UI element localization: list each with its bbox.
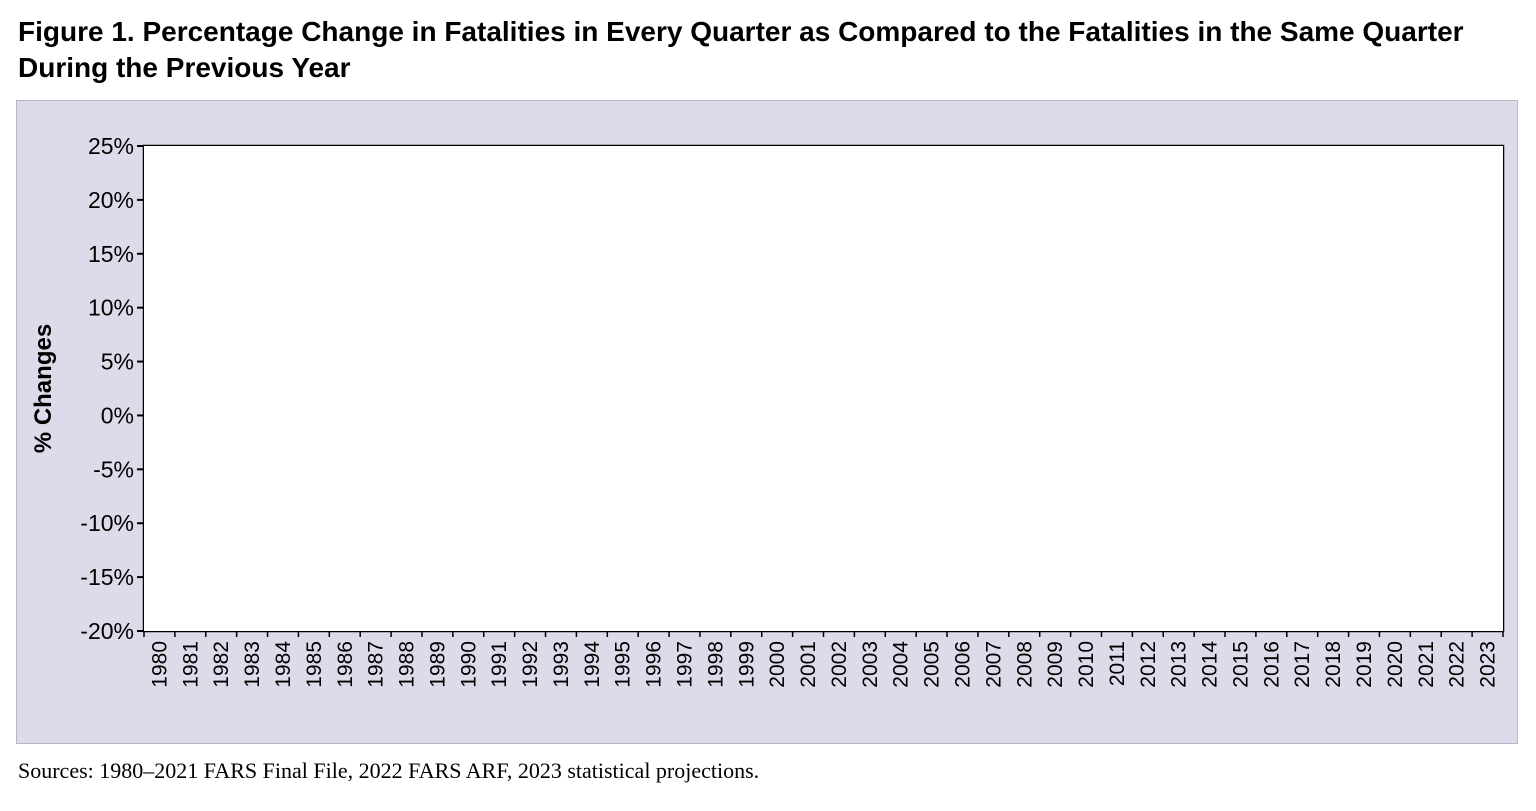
x-tick-label: 2022 [1446,641,1469,688]
figure-title: Figure 1. Percentage Change in Fatalitie… [18,16,1464,83]
x-tick-label: 2005 [921,641,944,688]
x-tick-label: 2019 [1353,641,1376,688]
x-tick-label: 2010 [1075,641,1098,688]
y-tick-label: 10% [88,295,134,321]
y-tick-label: 0% [101,402,134,428]
x-tick-label: 1984 [272,641,295,688]
x-tick-label: 2000 [766,641,789,688]
x-tick-label: 2001 [797,641,820,688]
x-tick-label: 2023 [1477,641,1500,688]
x-tick-label: 1988 [396,641,419,688]
chart-frame: -20% -15% -10% -5% 0% 5% 10% 15% 20% 25% 1980 1981… [16,100,1518,744]
y-tick-label: 25% [88,133,134,159]
x-tick-label: 1991 [488,641,511,688]
x-tick-label: 2003 [859,641,882,688]
x-tick-label: 2009 [1044,641,1067,688]
x-tick-label: 1990 [457,641,480,688]
x-tick-label: 2017 [1291,641,1314,688]
y-tick-label: -15% [80,564,134,590]
y-tick-label: -5% [93,456,134,482]
x-tick-label: 2011 [1106,641,1129,686]
x-tick-label: 1980 [148,641,171,688]
x-tick-label: 1981 [179,641,202,688]
y-tick-label: -10% [80,510,134,536]
x-tick-label: 1998 [704,641,727,688]
y-axis-label: % Changes [30,324,57,453]
x-tick-label: 1989 [426,641,449,688]
y-tick-label: 5% [101,349,134,375]
x-tick-label: 1997 [674,641,697,688]
x-tick-label: 1983 [241,641,264,688]
bar-chart: -20% -15% -10% -5% 0% 5% 10% 15% 20% 25% 1980 1981… [30,133,1505,688]
x-tick-label: 1992 [519,641,542,688]
y-tick-label: -20% [80,618,134,644]
x-tick-label: 2008 [1013,641,1036,688]
x-tick-label: 2002 [828,641,851,688]
x-tick-label: 1996 [643,641,666,688]
x-tick-label: 1994 [581,641,604,688]
x-tick-label: 1982 [210,641,233,688]
x-tick-label: 1987 [365,641,388,688]
x-tick-label: 2018 [1322,641,1345,688]
x-tick-label: 2015 [1229,641,1252,688]
x-tick-label: 2021 [1415,641,1438,688]
y-axis-ticks: -20% -15% -10% -5% 0% 5% 10% 15% 20% 25% [80,133,144,644]
x-tick-label: 1986 [334,641,357,688]
x-tick-label: 1985 [303,641,326,688]
x-tick-label: 2007 [982,641,1005,688]
y-tick-label: 20% [88,187,134,213]
y-tick-label: 15% [88,241,134,267]
x-tick-label: 2006 [951,641,974,688]
x-tick-label: 2020 [1384,641,1407,688]
x-tick-label: 1995 [612,641,635,688]
x-tick-label: 1993 [550,641,573,688]
x-tick-label: 2012 [1137,641,1160,688]
figure-source: Sources: 1980–2021 FARS Final File, 2022… [18,758,760,783]
x-axis-ticks: 1980 1981 1982 1983 1984 1985 1986 1987 1988 1989… [143,631,1504,688]
x-tick-label: 2004 [890,641,913,688]
x-tick-label: 2014 [1199,641,1222,688]
x-tick-label: 2013 [1168,641,1191,688]
x-tick-label: 1999 [735,641,758,688]
x-tick-label: 2016 [1260,641,1283,688]
